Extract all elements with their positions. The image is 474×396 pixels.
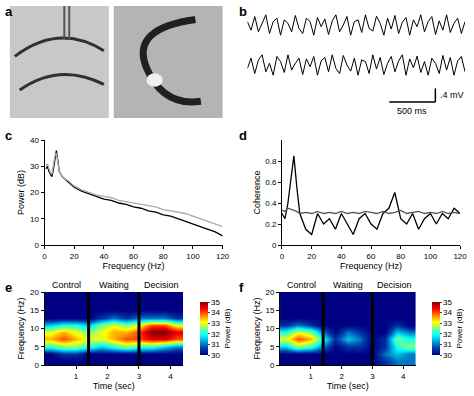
svg-text:f: f [239,280,244,295]
svg-text:40: 40 [30,136,39,145]
svg-text:20: 20 [307,252,316,261]
svg-text:0: 0 [34,241,39,250]
svg-text:15: 15 [30,306,39,315]
svg-text:3: 3 [137,372,142,381]
svg-text:5: 5 [270,343,275,352]
svg-text:30: 30 [30,162,39,171]
svg-text:c: c [5,128,12,143]
svg-text:100: 100 [186,252,200,261]
svg-text:32: 32 [211,330,220,339]
svg-text:.4 mV: .4 mV [440,90,464,100]
svg-text:5: 5 [34,343,39,352]
svg-text:10: 10 [30,324,39,333]
svg-text:Control: Control [287,280,316,290]
svg-text:Waiting: Waiting [333,280,363,290]
svg-text:30: 30 [211,351,220,360]
svg-text:0.8: 0.8 [265,157,277,166]
svg-text:0.6: 0.6 [265,178,277,187]
svg-text:Control: Control [52,280,81,290]
svg-text:0: 0 [272,241,277,250]
svg-text:2: 2 [105,372,110,381]
svg-text:0: 0 [270,361,275,370]
svg-text:1: 1 [74,372,79,381]
svg-text:10: 10 [266,324,275,333]
svg-text:34: 34 [211,308,220,317]
svg-text:80: 80 [159,252,168,261]
svg-text:0: 0 [280,252,285,261]
svg-text:Power (dB): Power (dB) [16,170,26,215]
svg-text:32: 32 [443,330,452,339]
svg-text:Decision: Decision [144,280,179,290]
svg-text:20: 20 [30,188,39,197]
svg-text:Power (dB): Power (dB) [223,308,232,348]
svg-text:0.4: 0.4 [265,199,277,208]
svg-text:0: 0 [34,361,39,370]
svg-text:120: 120 [453,252,467,261]
svg-text:40: 40 [337,252,346,261]
svg-text:20: 20 [30,288,39,297]
svg-text:100: 100 [424,252,438,261]
svg-text:Coherence: Coherence [252,170,262,214]
svg-text:33: 33 [443,319,452,328]
svg-text:Time (sec): Time (sec) [327,381,369,391]
svg-text:Frequency (Hz): Frequency (Hz) [16,297,26,359]
svg-text:500 ms: 500 ms [397,106,427,116]
svg-text:80: 80 [396,252,405,261]
svg-text:35: 35 [443,298,452,307]
svg-text:Power (dB): Power (dB) [455,308,464,348]
svg-text:1: 1 [309,372,314,381]
svg-text:60: 60 [367,252,376,261]
svg-text:Decision: Decision [377,280,412,290]
svg-text:d: d [239,128,247,143]
svg-text:20: 20 [70,252,79,261]
svg-text:e: e [5,280,12,295]
svg-text:3: 3 [370,372,375,381]
svg-text:a: a [5,4,13,19]
svg-text:4: 4 [401,372,406,381]
svg-text:0.2: 0.2 [265,220,277,229]
svg-text:Frequency (Hz): Frequency (Hz) [340,261,402,271]
svg-text:0: 0 [42,252,47,261]
svg-text:31: 31 [211,340,220,349]
svg-text:20: 20 [266,288,275,297]
svg-text:33: 33 [211,319,220,328]
svg-text:34: 34 [443,308,452,317]
svg-text:2: 2 [339,372,344,381]
svg-text:60: 60 [129,252,138,261]
svg-text:40: 40 [99,252,108,261]
svg-text:b: b [239,4,247,19]
svg-text:Time (sec): Time (sec) [93,381,135,391]
svg-text:Waiting: Waiting [99,280,129,290]
svg-text:30: 30 [443,351,452,360]
svg-text:Frequency (Hz): Frequency (Hz) [103,261,165,271]
svg-text:31: 31 [443,340,452,349]
svg-text:15: 15 [266,306,275,315]
svg-text:120: 120 [216,252,230,261]
svg-text:35: 35 [211,298,220,307]
svg-text:10: 10 [30,215,39,224]
svg-text:Frequency (Hz): Frequency (Hz) [252,297,262,359]
svg-text:4: 4 [168,372,173,381]
